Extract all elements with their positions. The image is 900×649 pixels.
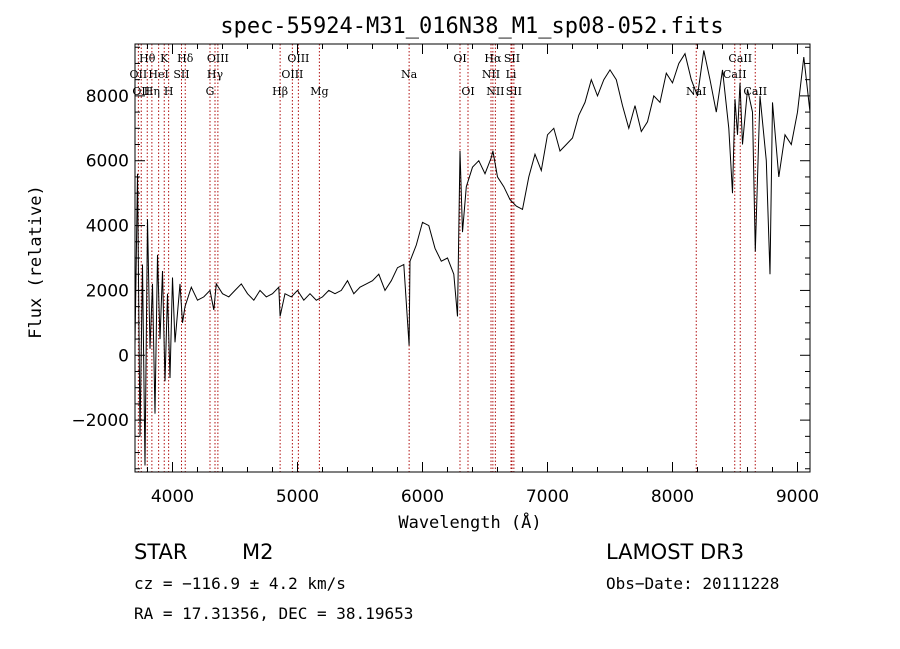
x-tick-label: 7000 [526, 487, 569, 507]
spectrum-series-line [134, 50, 811, 466]
line-marker-label: NII [486, 85, 504, 98]
line-marker-label: OII [130, 68, 148, 81]
axis-tick-labels: 4000 5000 6000 7000 8000 9000 −2000 0 2000 4000 60… [71, 87, 819, 507]
x-tick-label: 4000 [151, 487, 194, 507]
line-marker-label: Hη [144, 85, 160, 98]
plot-frame [134, 43, 811, 473]
line-marker-label: Hθ [139, 52, 156, 65]
line-marker-label: SII [173, 68, 189, 81]
observation-date: Obs−Date: 20111228 [606, 574, 780, 593]
line-marker-label: Hδ [177, 52, 194, 65]
sky-coordinates: RA = 17.31356, DEC = 38.19653 [134, 604, 414, 623]
object-subclass: M2 [242, 540, 274, 564]
y-axis-label: Flux (relative) [26, 185, 46, 339]
axis-ticks [135, 44, 810, 472]
line-marker-label: OIII [281, 68, 303, 81]
y-tick-label: 6000 [86, 152, 129, 172]
line-marker-label: G [206, 85, 215, 98]
line-marker-label: CaII [728, 52, 752, 65]
x-tick-label: 5000 [276, 487, 319, 507]
line-marker-label: Hγ [207, 68, 224, 81]
line-marker-label: Hβ [272, 85, 288, 98]
line-marker-label: NII [482, 68, 500, 81]
line-marker-label: Li [506, 68, 517, 81]
y-tick-label: 0 [118, 346, 129, 366]
line-marker-label: Na [401, 68, 418, 81]
line-marker-label: HeI [148, 68, 168, 81]
line-marker-label: SII [504, 52, 520, 65]
x-tick-label: 8000 [651, 487, 694, 507]
line-marker-label: SII [506, 85, 522, 98]
redshift-velocity: cz = −116.9 ± 4.2 km/s [134, 574, 346, 593]
line-marker-label: OII [132, 85, 150, 98]
line-marker-label: H [164, 85, 174, 98]
y-tick-label: 8000 [86, 87, 129, 107]
x-tick-label: 9000 [776, 487, 819, 507]
line-marker-label: CaII [743, 85, 767, 98]
line-marker-label: OI [453, 52, 466, 65]
line-marker-label: Hα [484, 52, 502, 65]
line-marker-label: OIII [207, 52, 229, 65]
x-axis-label: Wavelength (Å) [398, 511, 541, 533]
line-marker-label: OIII [287, 52, 309, 65]
line-marker-labels: OII OII Hθ Hη HeI K H SII Hδ G Hγ OIII Hβ OIII OIII Mg N… [130, 52, 768, 98]
object-class: STAR [134, 540, 188, 564]
survey-name: LAMOST DR3 [606, 540, 745, 564]
x-tick-label: 6000 [401, 487, 444, 507]
line-marker-label: OI [461, 85, 474, 98]
line-marker-label: NaI [686, 85, 707, 98]
chart-title: spec-55924-M31_016N38_M1_sp08-052.fits [220, 14, 723, 39]
line-marker-label: K [160, 52, 169, 65]
line-marker-label: CaII [723, 68, 747, 81]
emission-line-markers [137, 44, 756, 472]
y-tick-label: 2000 [86, 281, 129, 301]
y-tick-label: −2000 [71, 411, 129, 431]
y-tick-label: 4000 [86, 217, 129, 237]
line-marker-label: Mg [310, 85, 328, 98]
